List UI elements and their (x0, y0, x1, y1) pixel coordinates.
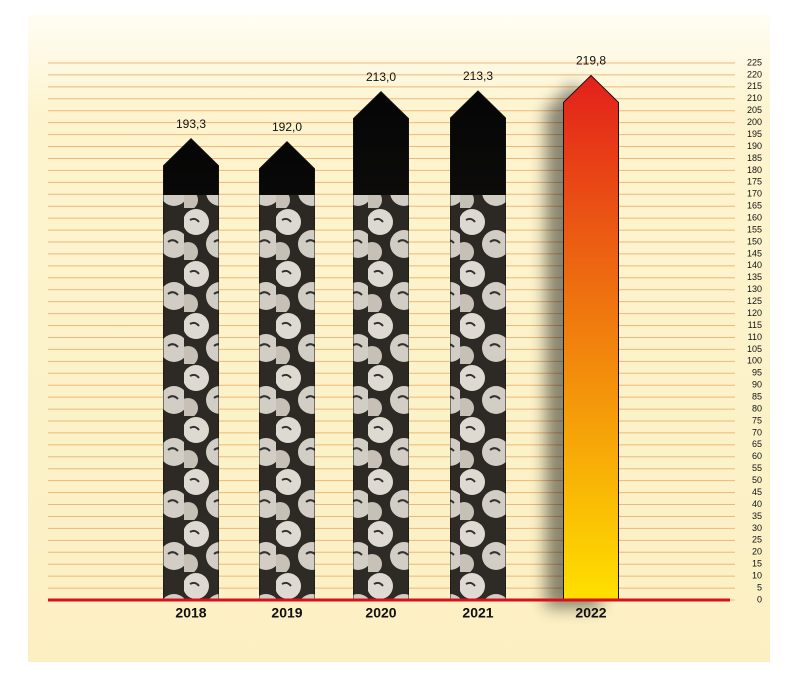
bar-photo (259, 195, 315, 600)
value-label: 213,3 (463, 69, 493, 83)
y-tick-label: 155 (747, 224, 762, 234)
y-tick-label: 95 (752, 368, 762, 378)
x-tick-label: 2022 (575, 605, 606, 621)
y-tick-label: 105 (747, 344, 762, 354)
y-tick-label: 35 (752, 511, 762, 521)
y-tick-label: 65 (752, 439, 762, 449)
y-tick-label: 150 (747, 236, 762, 246)
y-tick-label: 0 (757, 594, 762, 604)
y-tick-label: 10 (752, 571, 762, 581)
value-label: 219,8 (576, 54, 606, 68)
y-tick-label: 55 (752, 463, 762, 473)
y-tick-label: 220 (747, 69, 762, 79)
x-tick-label: 2019 (271, 605, 302, 621)
y-tick-label: 190 (747, 141, 762, 151)
y-tick-label: 165 (747, 201, 762, 211)
y-tick-label: 100 (747, 356, 762, 366)
value-label: 193,3 (176, 117, 206, 131)
y-tick-label: 170 (747, 189, 762, 199)
bar-photo (450, 195, 506, 600)
y-tick-label: 120 (747, 308, 762, 318)
y-tick-label: 135 (747, 272, 762, 282)
y-tick-label: 215 (747, 81, 762, 91)
y-tick-label: 145 (747, 248, 762, 258)
value-label: 213,0 (366, 70, 396, 84)
y-tick-label: 115 (748, 320, 762, 330)
y-tick-label: 40 (752, 499, 762, 509)
y-tick-label: 50 (752, 475, 762, 485)
y-tick-label: 200 (747, 117, 762, 127)
bar (563, 74, 619, 601)
y-tick-label: 85 (752, 392, 762, 402)
y-tick-label: 60 (752, 451, 762, 461)
y-tick-label: 130 (747, 284, 762, 294)
value-label: 192,0 (272, 120, 302, 134)
y-tick-label: 15 (752, 559, 762, 569)
x-tick-label: 2018 (175, 605, 206, 621)
y-tick-label: 175 (747, 177, 762, 187)
y-tick-label: 140 (747, 260, 762, 270)
y-tick-label: 110 (748, 332, 762, 342)
y-tick-label: 180 (747, 165, 762, 175)
x-tick-label: 2021 (462, 605, 493, 621)
y-tick-label: 30 (752, 523, 762, 533)
y-tick-label: 5 (757, 582, 762, 592)
y-tick-label: 20 (752, 547, 762, 557)
y-tick-label: 80 (752, 403, 762, 413)
y-tick-label: 195 (747, 129, 762, 139)
y-tick-label: 90 (752, 380, 762, 390)
y-tick-label: 225 (747, 57, 762, 67)
y-tick-label: 75 (752, 415, 762, 425)
y-tick-label: 125 (747, 296, 762, 306)
y-tick-label: 185 (747, 153, 762, 163)
y-tick-label: 25 (752, 535, 762, 545)
x-tick-label: 2020 (365, 605, 396, 621)
y-tick-label: 45 (752, 487, 762, 497)
bar-photo (163, 195, 219, 600)
y-tick-label: 160 (747, 213, 762, 223)
bar-photo (353, 195, 409, 600)
y-tick-label: 205 (747, 105, 762, 115)
y-tick-label: 210 (747, 93, 762, 103)
y-tick-label: 70 (752, 427, 762, 437)
